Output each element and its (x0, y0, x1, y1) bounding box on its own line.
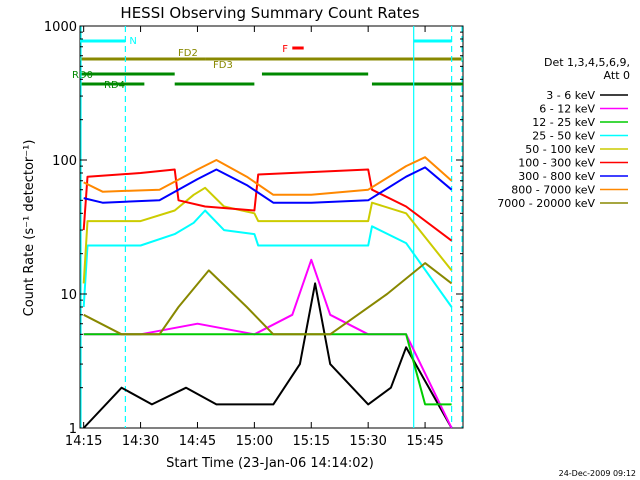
x-tick-label: 14:30 (122, 434, 159, 449)
legend-label: 6 - 12 keV (539, 103, 595, 116)
series-line-6 (83, 166, 453, 204)
x-tick-label: 15:15 (293, 434, 330, 449)
plot-frame (79, 25, 464, 429)
flag-bars: N F FD2 FD3 RD0 RD4 (72, 36, 463, 91)
series-line-3 (82, 209, 453, 308)
series-line-1 (83, 258, 453, 429)
legend-label: 300 - 800 keV (518, 170, 595, 183)
series-lines (82, 156, 453, 429)
legend-header: Det 1,3,4,5,6,9, (544, 56, 630, 69)
flag-label-fd2: FD2 (178, 48, 198, 59)
y-axis-label: Count Rate (s⁻¹ detector⁻¹) (22, 140, 37, 317)
legend-label: 3 - 6 keV (546, 89, 595, 102)
legend-label: 25 - 50 keV (532, 130, 595, 143)
series-line-0 (82, 282, 453, 429)
x-tick-label: 15:00 (236, 434, 273, 449)
legend-label: 800 - 7000 keV (511, 184, 595, 197)
series-line-2 (83, 333, 452, 406)
y-tick-label: 10 (60, 288, 77, 303)
legend-label: 7000 - 20000 keV (497, 197, 595, 210)
series-line-8 (83, 262, 453, 336)
x-tick-label: 14:15 (65, 434, 102, 449)
legend-label: 12 - 25 keV (532, 116, 595, 129)
flag-label-n: N (129, 36, 136, 47)
flag-label-rd0: RD0 (72, 70, 93, 81)
y-tick-label: 1000 (44, 20, 77, 35)
axes: 14:15 14:30 14:45 15:00 15:15 15:30 15:45 1 10 10… (44, 20, 463, 449)
x-tick-label: 15:45 (406, 434, 443, 449)
footer-timestamp: 24-Dec-2009 09:12 (559, 469, 636, 478)
legend-header: Att 0 (604, 69, 630, 82)
flag-label-fd3: FD3 (213, 60, 233, 71)
series-line-7 (83, 156, 453, 196)
series-line-5 (82, 168, 453, 242)
y-tick-label: 1 (69, 422, 77, 437)
y-tick-label: 100 (52, 154, 77, 169)
legend-label: 100 - 300 keV (518, 157, 595, 170)
boundary-lines (80, 26, 463, 428)
legend-label: 50 - 100 keV (525, 143, 595, 156)
flag-label-f: F (282, 44, 288, 55)
chart-title: HESSI Observing Summary Count Rates (120, 4, 419, 22)
x-tick-label: 14:45 (179, 434, 216, 449)
x-axis-label: Start Time (23-Jan-06 14:14:02) (166, 456, 374, 471)
series-line-4 (82, 186, 453, 284)
flag-label-rd4: RD4 (104, 80, 125, 91)
x-tick-label: 15:30 (349, 434, 386, 449)
